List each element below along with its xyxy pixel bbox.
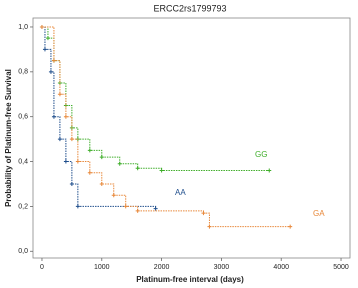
censor-mark: [87, 170, 92, 175]
censor-mark: [39, 24, 44, 29]
y-tick-label: 0,2: [18, 203, 28, 210]
censor-mark: [159, 168, 164, 173]
series-label: GG: [255, 150, 267, 159]
series-label: AA: [175, 188, 186, 197]
censor-mark: [135, 208, 140, 213]
censor-mark: [57, 92, 62, 97]
censor-mark: [51, 114, 56, 119]
chart-title: ERCC2rs1799793: [153, 3, 226, 13]
censor-mark: [87, 148, 92, 153]
series-label: GA: [313, 209, 325, 218]
x-axis-title: Platinum-free interval (days): [136, 275, 244, 284]
censor-mark: [69, 181, 74, 186]
plot-area: [32, 17, 351, 259]
y-tick-label: 0,8: [18, 69, 28, 76]
censor-mark: [63, 159, 68, 164]
censor-mark: [267, 168, 272, 173]
x-tick-label: 1000: [94, 264, 110, 271]
censor-mark: [201, 211, 206, 216]
x-tick-label: 4000: [273, 264, 289, 271]
y-tick-label: 0,6: [18, 114, 28, 121]
y-axis-title: Probability of Platinum-free Survival: [4, 69, 13, 207]
censor-mark: [63, 114, 68, 119]
censor-mark: [57, 137, 62, 142]
censor-mark: [69, 137, 74, 142]
censor-mark: [117, 161, 122, 166]
censor-mark: [75, 159, 80, 164]
censor-mark: [153, 206, 158, 211]
censor-mark: [99, 155, 104, 160]
x-tick-label: 2000: [154, 264, 170, 271]
x-tick-label: 0: [40, 264, 44, 271]
censor-mark: [111, 193, 116, 198]
y-tick-label: 0,0: [18, 248, 28, 255]
censor-mark: [135, 166, 140, 171]
censor-mark: [51, 58, 56, 63]
censor-mark: [48, 69, 53, 74]
censor-mark: [207, 224, 212, 229]
x-tick-label: 3000: [214, 264, 230, 271]
censor-mark: [45, 36, 50, 41]
censor-mark: [288, 224, 293, 229]
y-tick-label: 0,4: [18, 158, 28, 165]
censor-mark: [42, 47, 47, 52]
censor-mark: [123, 204, 128, 209]
y-tick-label: 1,0: [18, 24, 28, 31]
censor-mark: [99, 181, 104, 186]
x-tick-label: 5000: [333, 264, 349, 271]
censor-mark: [75, 204, 80, 209]
step-line: [41, 26, 270, 172]
